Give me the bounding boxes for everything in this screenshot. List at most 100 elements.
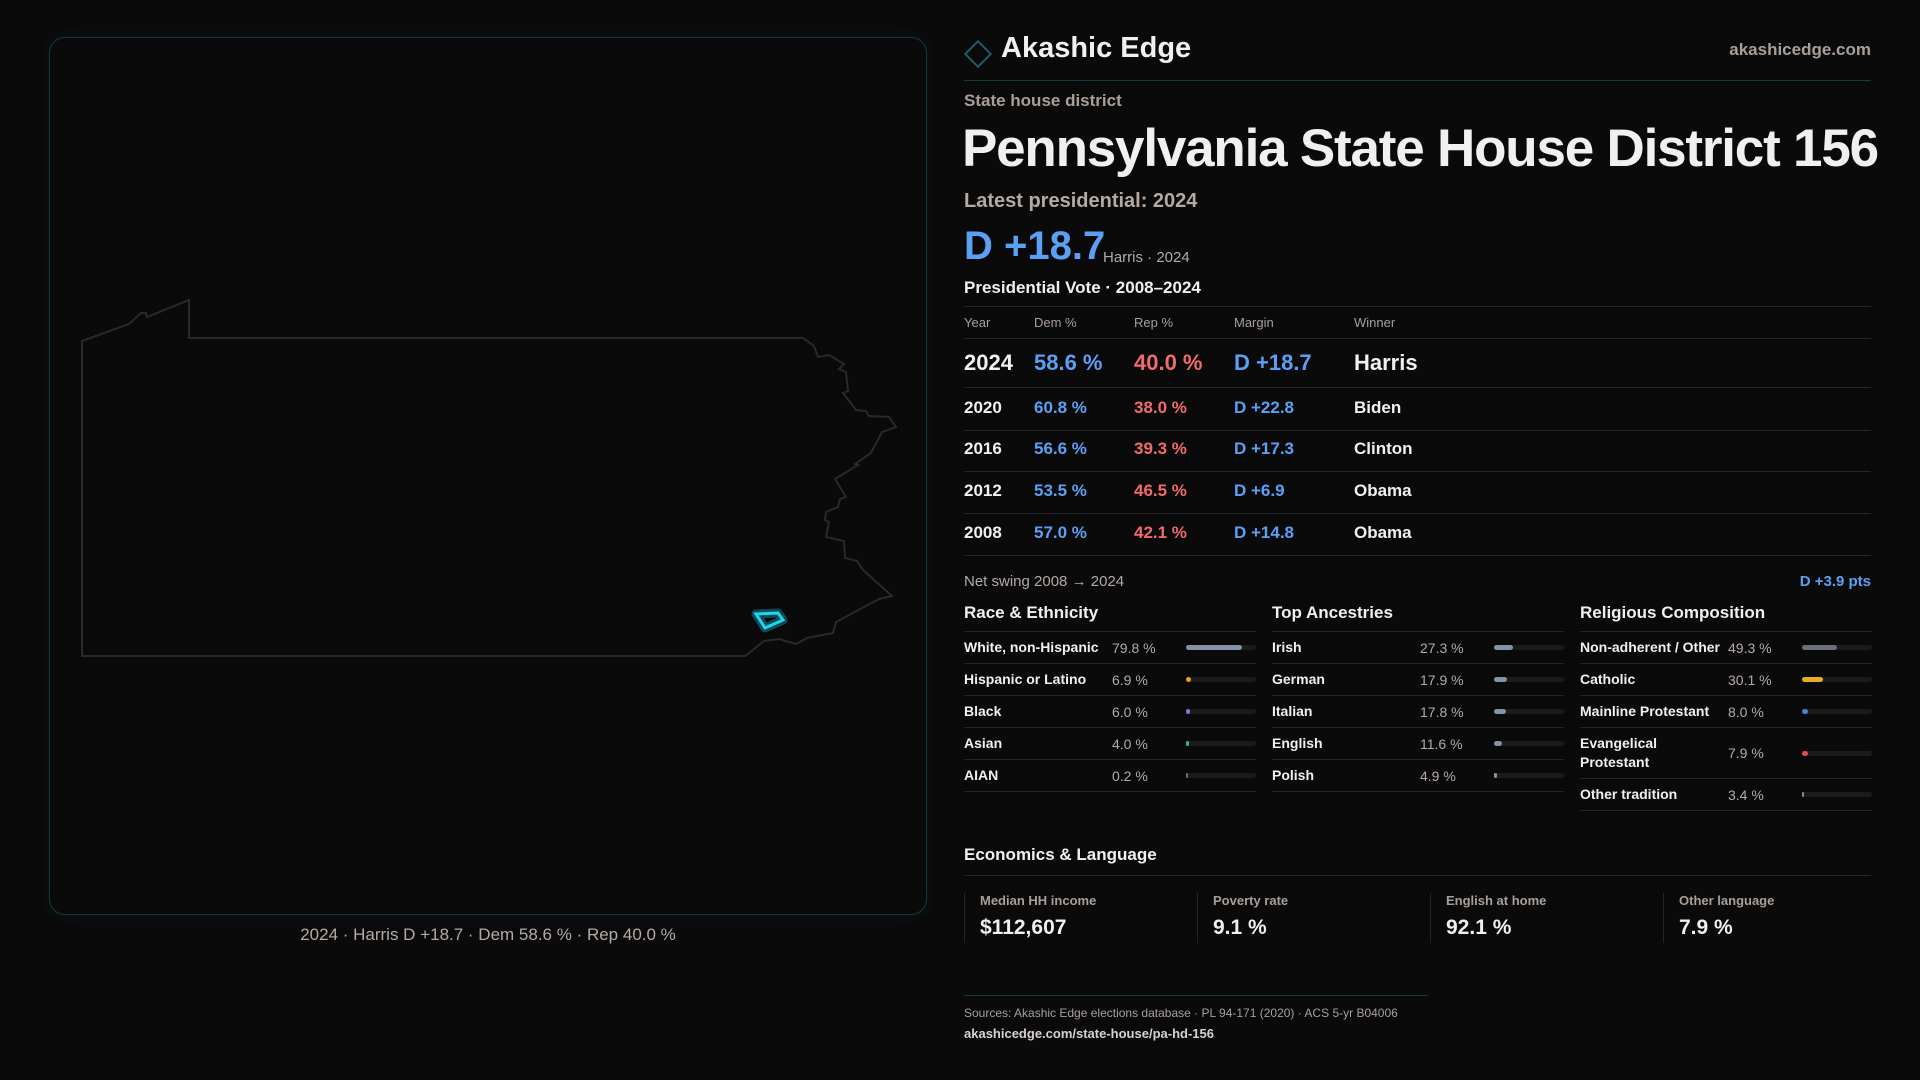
item-bar	[1186, 677, 1256, 682]
item-bar	[1494, 773, 1564, 778]
cell-year: 2008	[964, 523, 1002, 542]
cell-margin: D +6.9	[1234, 481, 1285, 500]
net-swing-value: D +3.9 pts	[1799, 573, 1871, 590]
section-title: Top Ancestries	[1272, 602, 1564, 632]
cell-margin: D +17.3	[1234, 439, 1295, 458]
item-bar-fill	[1186, 773, 1188, 778]
item-value: 11.6 %	[1420, 735, 1463, 752]
stat-card: English at home 92.1 %	[1430, 893, 1663, 943]
list-item: Black 6.0 %	[964, 696, 1256, 728]
list-item: Evangelical Protestant 7.9 %	[1580, 728, 1872, 779]
item-label: White, non-Hispanic	[964, 639, 1099, 655]
item-bar	[1494, 677, 1564, 682]
latest-label: Latest presidential: 2024	[964, 190, 1198, 212]
item-bar-fill	[1802, 677, 1824, 682]
list-item: Non-adherent / Other 49.3 %	[1580, 632, 1872, 664]
item-label: Evangelical Protestant	[1580, 735, 1658, 770]
cell-dem: 57.0 %	[1034, 523, 1087, 542]
item-bar-fill	[1494, 645, 1514, 650]
item-value: 6.9 %	[1112, 671, 1148, 688]
divider	[964, 555, 1871, 556]
divider	[964, 430, 1871, 431]
item-bar	[1802, 677, 1872, 682]
footer-divider	[964, 995, 1428, 996]
item-label: English	[1272, 735, 1323, 751]
logo-diamond-icon	[963, 39, 993, 69]
cell-winner: Obama	[1354, 523, 1412, 542]
divider	[964, 338, 1871, 339]
item-label: Polish	[1272, 767, 1315, 783]
map-panel[interactable]	[49, 37, 927, 915]
list-item: Irish 27.3 %	[1272, 632, 1564, 664]
item-value: 27.3 %	[1420, 639, 1464, 656]
list-item: AIAN 0.2 %	[964, 760, 1256, 792]
item-value: 79.8 %	[1112, 639, 1156, 656]
item-value: 30.1 %	[1728, 671, 1772, 688]
page-url-link[interactable]: akashicedge.com/state-house/pa-hd-156	[964, 1026, 1214, 1041]
list-item: Mainline Protestant 8.0 %	[1580, 696, 1872, 728]
item-label: German	[1272, 671, 1325, 687]
religion-section: Religious Composition Non-adherent / Oth…	[1580, 602, 1872, 811]
item-label: Non-adherent / Other	[1580, 639, 1721, 655]
brand-name[interactable]: Akashic Edge	[1001, 32, 1192, 64]
stat-card: Median HH income $112,607	[964, 893, 1197, 943]
stat-label: Median HH income	[980, 893, 1097, 908]
district-highlight[interactable]	[753, 611, 786, 630]
col-header-rep: Rep %	[1134, 315, 1174, 330]
list-item: Polish 4.9 %	[1272, 760, 1564, 792]
section-title: Religious Composition	[1580, 602, 1872, 632]
col-header-dem: Dem %	[1034, 315, 1077, 330]
economics-title: Economics & Language	[964, 845, 1157, 864]
item-bar	[1186, 645, 1256, 650]
divider	[964, 387, 1871, 388]
item-label: AIAN	[964, 767, 999, 783]
item-label: Black	[964, 703, 1002, 719]
state-outline	[81, 298, 898, 657]
item-bar-fill	[1186, 677, 1191, 682]
cell-year: 2020	[964, 398, 1002, 417]
cell-rep: 38.0 %	[1134, 398, 1187, 417]
cell-winner: Harris	[1354, 350, 1418, 375]
item-bar-fill	[1802, 792, 1805, 797]
race-section: Race & Ethnicity White, non-Hispanic 79.…	[964, 602, 1256, 792]
map-caption: 2024 · Harris D +18.7 · Dem 58.6 % · Rep…	[300, 925, 676, 944]
cell-margin: D +18.7	[1234, 350, 1312, 375]
col-header-year: Year	[964, 315, 991, 330]
col-header-margin: Margin	[1234, 315, 1274, 330]
item-bar	[1494, 741, 1564, 746]
stat-label: Poverty rate	[1213, 893, 1289, 908]
item-label: Catholic	[1580, 671, 1636, 687]
item-label: Other tradition	[1580, 786, 1678, 802]
cell-rep: 40.0 %	[1134, 350, 1203, 375]
site-link[interactable]: akashicedge.com	[1729, 40, 1871, 59]
item-value: 7.9 %	[1728, 745, 1764, 761]
stat-card: Other language 7.9 %	[1663, 893, 1896, 943]
ancestry-section: Top Ancestries Irish 27.3 % German 17.9 …	[1272, 602, 1564, 792]
item-bar-fill	[1186, 709, 1191, 714]
section-title: Race & Ethnicity	[964, 602, 1256, 632]
list-item: German 17.9 %	[1272, 664, 1564, 696]
item-bar	[1802, 709, 1872, 714]
item-value: 17.9 %	[1420, 671, 1464, 688]
cell-dem: 53.5 %	[1034, 481, 1087, 500]
state-map[interactable]	[50, 38, 928, 916]
list-item: Hispanic or Latino 6.9 %	[964, 664, 1256, 696]
cell-winner: Obama	[1354, 481, 1412, 500]
stat-value: 9.1 %	[1213, 916, 1267, 939]
stat-value: $112,607	[980, 916, 1067, 939]
item-value: 0.2 %	[1112, 767, 1148, 784]
cell-rep: 46.5 %	[1134, 481, 1187, 500]
cell-winner: Biden	[1354, 398, 1402, 417]
item-bar	[1802, 792, 1872, 797]
list-item: English 11.6 %	[1272, 728, 1564, 760]
list-item: Italian 17.8 %	[1272, 696, 1564, 728]
item-value: 3.4 %	[1728, 786, 1764, 803]
cell-dem: 58.6 %	[1034, 350, 1103, 375]
item-bar-fill	[1186, 645, 1242, 650]
item-bar-fill	[1494, 709, 1507, 714]
list-item: White, non-Hispanic 79.8 %	[964, 632, 1256, 664]
cell-rep: 42.1 %	[1134, 523, 1187, 542]
item-bar-fill	[1494, 677, 1507, 682]
item-bar	[1802, 750, 1872, 756]
item-bar-fill	[1802, 645, 1837, 650]
